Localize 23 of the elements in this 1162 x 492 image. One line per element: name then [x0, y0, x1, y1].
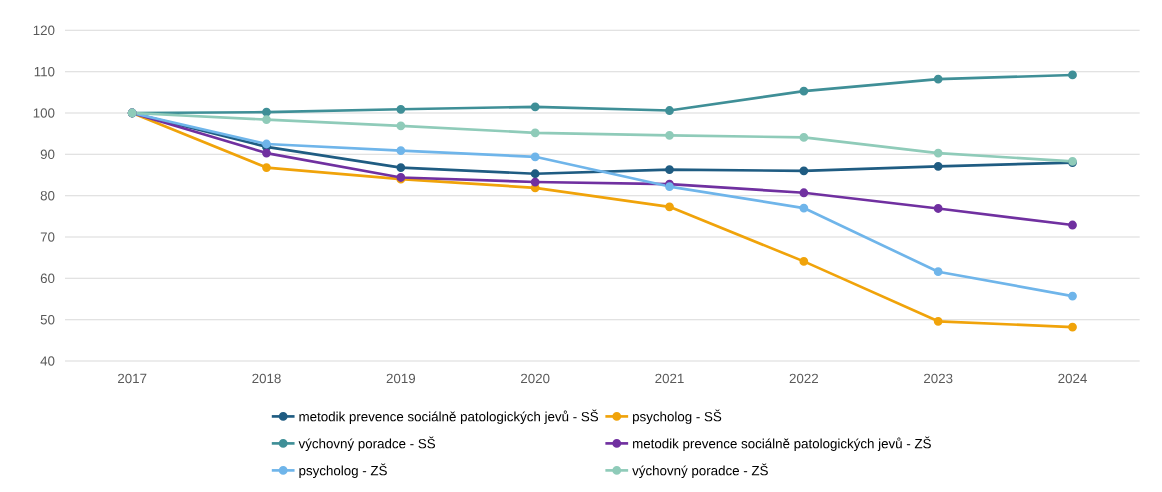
x-tick-label: 2024 — [1058, 373, 1087, 384]
y-tick-label: 80 — [40, 190, 55, 201]
legend-label: výchovný poradce - ZŠ — [632, 463, 768, 478]
legend-label: výchovný poradce - SŠ — [298, 436, 436, 451]
y-tick-label: 100 — [33, 108, 55, 118]
y-tick-label: 60 — [40, 273, 55, 284]
y-tick-label: 120 — [33, 25, 55, 36]
x-tick-label: 2018 — [252, 373, 281, 384]
y-tick-label: 90 — [40, 149, 55, 160]
y-tick-label: 50 — [40, 314, 55, 325]
y-tick-label: 40 — [40, 356, 55, 366]
legend-label: metodik prevence sociálně patologických jevů - ZŠ — [633, 436, 931, 451]
x-tick-label: 2021 — [655, 373, 684, 384]
legend-label: psycholog - SŠ — [633, 409, 722, 424]
x-tick-label: 2022 — [789, 373, 819, 384]
legend-label: psycholog - ZŠ — [299, 463, 387, 478]
x-tick-label: 2017 — [118, 373, 147, 384]
x-tick-label: 2023 — [924, 373, 953, 384]
x-tick-label: 2019 — [386, 373, 416, 384]
legend-label: metodik prevence sociálně patologických jevů - SŠ — [299, 409, 599, 424]
y-tick-label: 110 — [34, 66, 55, 77]
x-tick-label: 2020 — [521, 373, 550, 384]
y-tick-label: 70 — [40, 232, 55, 242]
